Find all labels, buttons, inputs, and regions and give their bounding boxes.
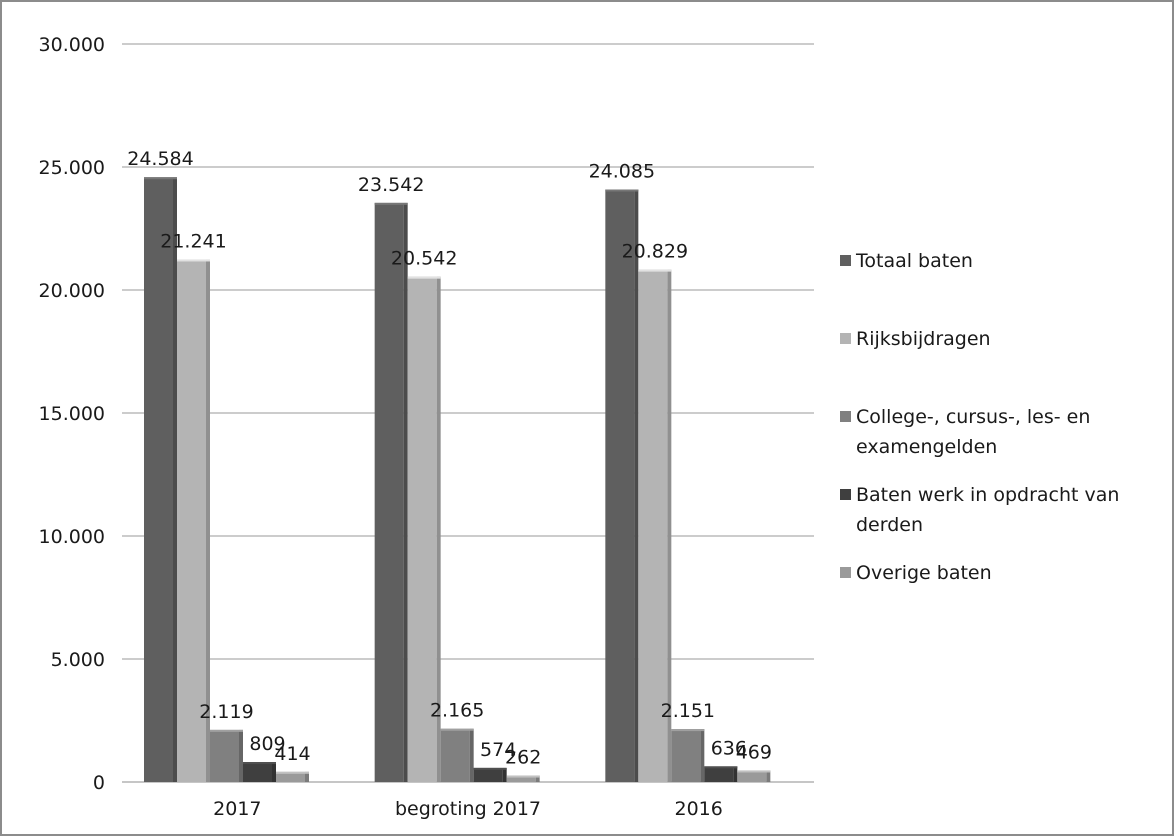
y-tick-label: 0 xyxy=(93,772,105,794)
bar xyxy=(243,762,272,782)
y-tick-label: 20.000 xyxy=(39,280,105,302)
data-label: 809 xyxy=(249,733,285,755)
y-tick-label: 5.000 xyxy=(51,649,105,671)
bar xyxy=(177,259,206,782)
bar-side-shade xyxy=(173,177,177,783)
bar xyxy=(210,729,239,782)
data-label: 414 xyxy=(274,743,310,765)
legend-label: Baten werk in opdracht van derden xyxy=(856,484,1119,536)
bar xyxy=(276,771,305,782)
bar-side-shade xyxy=(700,729,705,782)
category-label: 2017 xyxy=(213,798,261,820)
bar xyxy=(704,766,734,782)
bar-side-shade xyxy=(206,259,210,782)
legend-swatch xyxy=(840,411,851,422)
data-label: 21.241 xyxy=(160,230,226,252)
bar xyxy=(506,775,536,782)
bar-top-highlight xyxy=(737,770,771,773)
bar-side-shade xyxy=(239,729,243,782)
bar-side-shade xyxy=(305,771,309,782)
data-label: 2.165 xyxy=(430,700,484,722)
data-label: 20.542 xyxy=(391,248,457,270)
bar-top-highlight xyxy=(506,775,540,778)
bar-top-highlight xyxy=(671,729,705,732)
legend-label: College-, cursus-, les- en examengelden xyxy=(856,406,1090,458)
bar-top-highlight xyxy=(638,269,672,272)
bar-top-highlight xyxy=(704,766,738,769)
data-label: 24.085 xyxy=(589,161,655,183)
bar-side-shade xyxy=(733,766,738,782)
bar xyxy=(737,770,767,782)
legend-label: Totaal baten xyxy=(855,250,973,272)
bar-top-highlight xyxy=(243,762,276,765)
bar-top-highlight xyxy=(605,189,639,192)
bar xyxy=(605,189,635,782)
bar-side-shade xyxy=(535,775,540,782)
data-label: 636 xyxy=(711,737,747,759)
data-label: 469 xyxy=(736,741,772,763)
y-tick-label: 30.000 xyxy=(39,34,105,56)
bar-side-shade xyxy=(502,767,507,782)
bar-side-shade xyxy=(272,762,276,782)
bar-top-highlight xyxy=(374,202,408,205)
bar xyxy=(440,728,470,782)
bar-side-shade xyxy=(403,202,408,782)
legend-swatch xyxy=(840,255,851,266)
y-tick-label: 25.000 xyxy=(39,157,105,179)
bar-side-shade xyxy=(667,269,672,783)
bar-top-highlight xyxy=(440,728,474,731)
bar xyxy=(407,276,437,782)
bar xyxy=(671,729,701,782)
legend-swatch xyxy=(840,489,851,500)
category-label: 2016 xyxy=(674,798,722,820)
legend-swatch xyxy=(840,567,851,578)
bar-side-shade xyxy=(469,728,474,782)
bar-top-highlight xyxy=(473,767,507,770)
data-label: 2.119 xyxy=(199,701,253,723)
legend-swatch xyxy=(840,333,851,344)
bar-top-highlight xyxy=(276,771,309,774)
bar-side-shade xyxy=(634,189,639,782)
bar-top-highlight xyxy=(144,177,177,180)
bar-side-shade xyxy=(766,770,771,782)
bar-top-highlight xyxy=(210,729,243,732)
data-label: 20.829 xyxy=(622,241,688,263)
bar-top-highlight xyxy=(407,276,441,279)
data-label: 23.542 xyxy=(358,174,424,196)
bar xyxy=(374,202,404,782)
bar-top-highlight xyxy=(177,259,210,262)
y-tick-label: 15.000 xyxy=(39,403,105,425)
data-label: 262 xyxy=(505,747,541,769)
data-label: 574 xyxy=(480,739,516,761)
data-label: 24.584 xyxy=(127,148,193,170)
legend-label: Rijksbijdragen xyxy=(856,328,991,350)
bar xyxy=(638,269,668,783)
legend-label: Overige baten xyxy=(856,562,992,584)
y-tick-label: 10.000 xyxy=(39,526,105,548)
category-label: begroting 2017 xyxy=(395,798,541,820)
bar xyxy=(144,177,173,783)
bar-side-shade xyxy=(436,276,441,782)
data-label: 2.151 xyxy=(661,700,715,722)
bar xyxy=(473,767,503,782)
